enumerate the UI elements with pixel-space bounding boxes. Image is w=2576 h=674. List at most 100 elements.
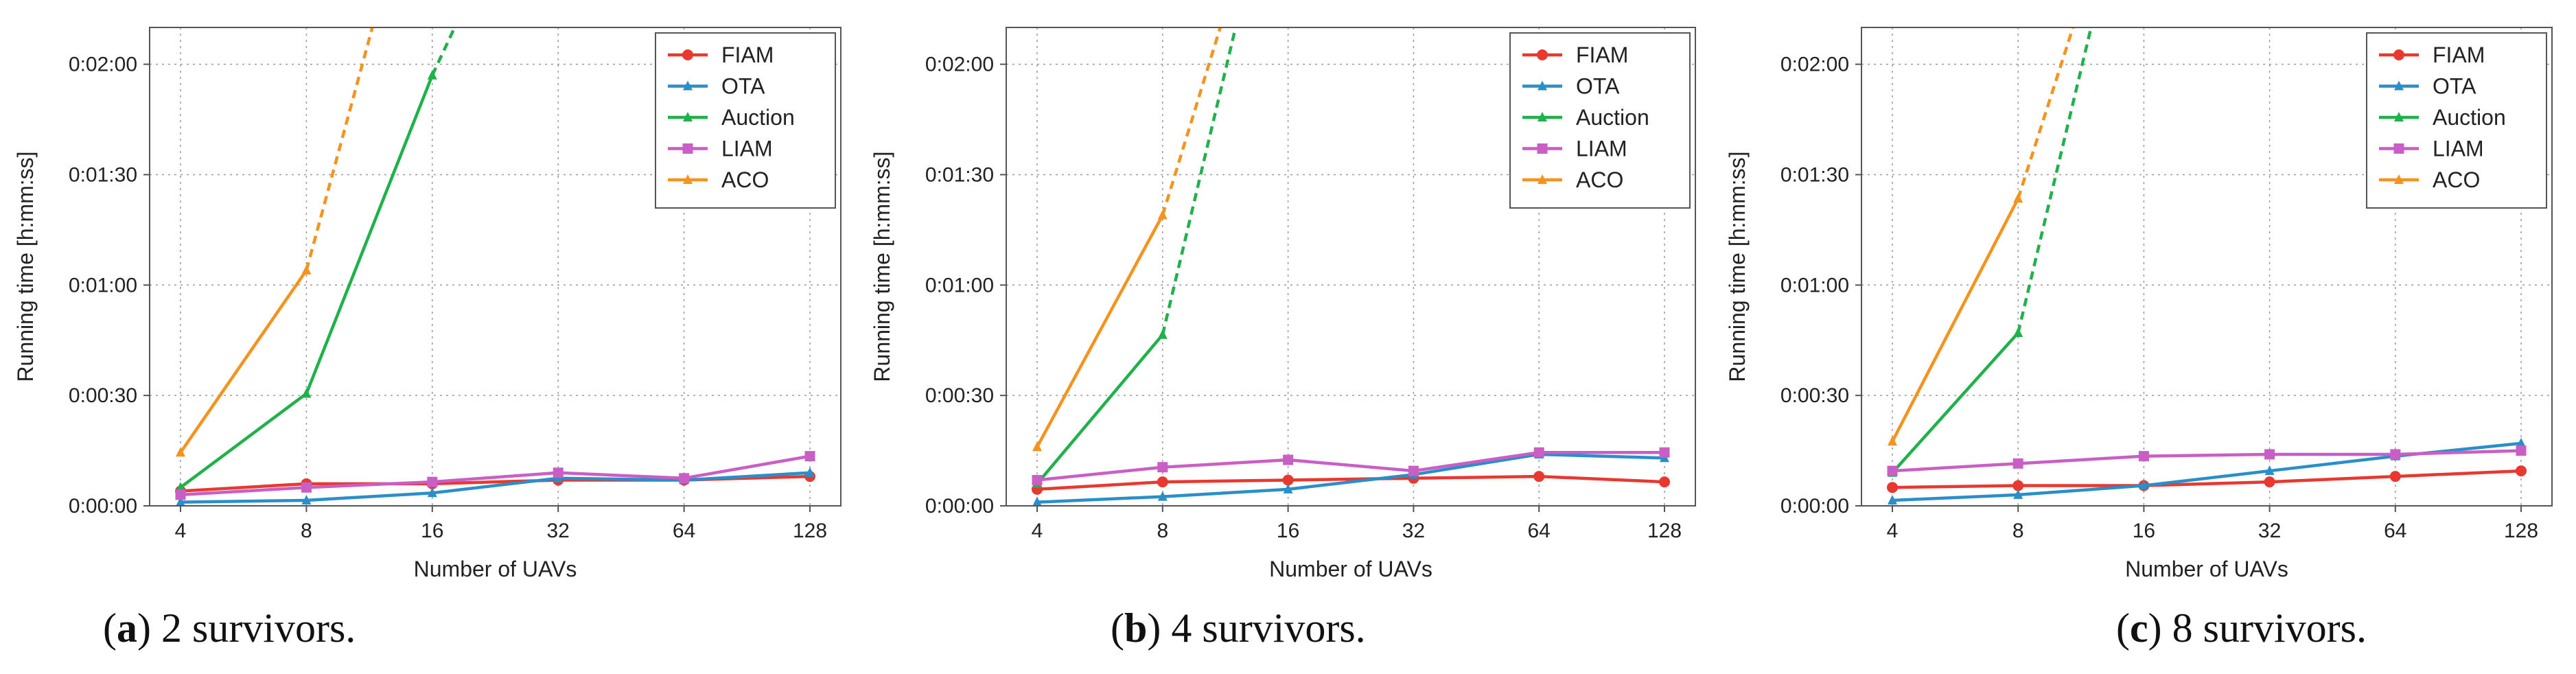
x-tick-label: 16 <box>421 520 443 542</box>
data-point-ota <box>805 467 815 477</box>
plot-frame <box>149 27 842 507</box>
caption-text: 4 survivors. <box>1171 605 1365 651</box>
data-point-liam <box>2012 458 2023 469</box>
x-tick-label: 32 <box>1402 520 1425 542</box>
x-tick-label: 128 <box>1647 520 1682 542</box>
y-tick-label: 0:02:00 <box>1780 54 1849 76</box>
x-axis-label: Number of UAVs <box>2125 557 2288 581</box>
legend-marker <box>2393 143 2404 154</box>
y-tick-label: 0:02:00 <box>925 54 994 76</box>
data-point-ota <box>301 494 312 504</box>
data-point-fiam <box>1282 474 1294 486</box>
caption-letter: a <box>117 605 137 651</box>
legend-marker <box>2394 80 2404 91</box>
y-tick-label: 0:00:30 <box>1780 384 1849 407</box>
data-point-liam <box>175 489 186 500</box>
legend-label: LIAM <box>1576 137 1627 161</box>
data-point-auction <box>1157 329 1168 339</box>
series-extrapolation-aco <box>1161 27 1222 216</box>
legend-marker <box>683 174 693 184</box>
legend-label: FIAM <box>721 43 774 67</box>
data-point-fiam <box>2264 476 2275 488</box>
legend-label: Auction <box>2433 105 2506 130</box>
legend-marker <box>683 80 693 91</box>
series-extrapolation-auction <box>2017 27 2093 334</box>
data-point-liam <box>2390 449 2401 460</box>
x-tick-label: 4 <box>1887 520 1899 542</box>
series-line-auction <box>1891 332 2019 474</box>
data-point-liam <box>804 451 815 462</box>
data-point-liam <box>679 473 690 484</box>
data-point-ota <box>427 487 437 498</box>
caption-text: 8 survivors. <box>2172 605 2367 651</box>
data-point-liam <box>1408 465 1419 476</box>
legend-label: OTA <box>1576 74 1620 99</box>
y-axis-label: Running time [h:mm:ss] <box>1725 151 1750 382</box>
caption-open: ( <box>2116 605 2130 651</box>
y-tick-label: 0:02:00 <box>69 54 137 76</box>
x-tick-label: 8 <box>301 520 312 542</box>
caption-close: ) <box>2148 605 2172 651</box>
legend-label: FIAM <box>2433 43 2485 67</box>
caption-text: 2 survivors. <box>161 605 356 651</box>
legend: FIAM OTA Auction LIAM ACO <box>1509 32 1691 209</box>
data-point-fiam <box>1533 471 1545 483</box>
data-point-liam <box>1157 462 1168 473</box>
y-tick-label: 0:01:00 <box>69 274 137 297</box>
data-point-ota <box>2139 480 2149 490</box>
data-point-aco <box>2013 193 2023 203</box>
x-tick-label: 8 <box>1157 520 1168 542</box>
legend-marker <box>2394 112 2404 121</box>
plot-frame <box>1006 27 1696 507</box>
x-tick-label: 4 <box>175 520 187 542</box>
series-line-aco <box>1891 198 2020 443</box>
x-axis-label: Number of UAVs <box>1269 557 1432 581</box>
data-point-fiam <box>1659 476 1670 488</box>
y-tick-label: 0:01:30 <box>69 163 137 186</box>
chart-panel-b: 0:00:00 0:00:30 0:01:00 0:01:30 0:02:00 4 8 16 3… <box>870 27 1696 651</box>
x-tick-label: 64 <box>2384 520 2406 542</box>
data-point-auction <box>2013 327 2023 338</box>
legend-marker <box>683 112 693 121</box>
figure-caption: (b) 4 survivors. <box>1111 605 1366 651</box>
y-tick-label: 0:00:00 <box>1780 495 1849 518</box>
caption-open: ( <box>1111 605 1124 651</box>
data-point-liam <box>2516 445 2527 456</box>
legend-marker <box>1538 80 1547 91</box>
series-line-liam <box>180 454 811 497</box>
caption-close: ) <box>137 605 161 651</box>
legend-label: Auction <box>1576 105 1649 130</box>
series-extrapolation-auction <box>1161 27 1238 336</box>
series-line-liam <box>1892 449 2522 473</box>
legend-marker <box>682 143 693 154</box>
data-point-aco <box>1032 441 1042 452</box>
plot-frame <box>1861 27 2553 507</box>
x-tick-label: 32 <box>2258 520 2281 542</box>
series-group <box>1032 27 1670 506</box>
x-axis-label: Number of UAVs <box>414 557 577 581</box>
series-line-ota <box>180 471 811 504</box>
series-line-fiam <box>1892 469 2522 489</box>
data-point-liam <box>1887 465 1898 476</box>
legend-marker <box>2394 174 2404 184</box>
data-point-fiam <box>2012 480 2024 491</box>
y-tick-label: 0:01:00 <box>1780 274 1849 297</box>
data-point-fiam <box>2389 471 2401 483</box>
data-point-liam <box>1032 474 1043 485</box>
data-point-liam <box>1659 447 1670 458</box>
x-tick-label: 16 <box>1277 520 1299 542</box>
data-point-ota <box>2264 465 2275 476</box>
series-line-ota <box>1036 452 1665 504</box>
series-line-aco <box>1036 214 1164 448</box>
data-point-ota <box>1283 483 1293 493</box>
data-point-fiam <box>1157 476 1168 488</box>
legend-label: ACO <box>1576 167 1623 192</box>
data-point-liam <box>427 476 438 487</box>
y-tick-label: 0:01:30 <box>1780 163 1849 186</box>
data-point-liam <box>1283 454 1294 465</box>
data-point-ota <box>2516 437 2526 448</box>
legend-label: OTA <box>721 74 765 99</box>
x-tick-label: 128 <box>2504 520 2538 542</box>
data-point-fiam <box>1887 482 1898 493</box>
